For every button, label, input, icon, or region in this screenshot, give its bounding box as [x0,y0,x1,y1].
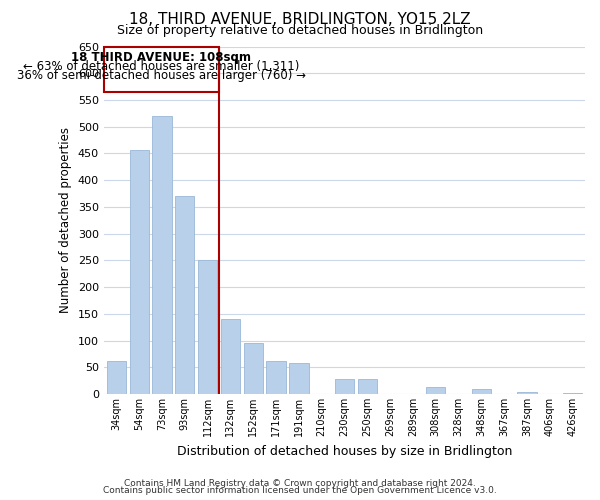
Bar [289,363,308,394]
Text: 18, THIRD AVENUE, BRIDLINGTON, YO15 2LZ: 18, THIRD AVENUE, BRIDLINGTON, YO15 2LZ [129,12,471,28]
Text: 18 THIRD AVENUE: 108sqm: 18 THIRD AVENUE: 108sqm [71,52,251,64]
Text: ← 63% of detached houses are smaller (1,311): ← 63% of detached houses are smaller (1,… [23,60,299,74]
Bar [335,379,354,394]
Bar [244,343,263,394]
Bar [104,46,219,92]
Y-axis label: Number of detached properties: Number of detached properties [59,128,73,314]
Bar [221,318,240,394]
Bar [175,196,194,394]
Text: Size of property relative to detached houses in Bridlington: Size of property relative to detached ho… [117,24,483,37]
Bar [266,361,286,394]
Bar [107,361,126,394]
X-axis label: Distribution of detached houses by size in Bridlington: Distribution of detached houses by size … [177,444,512,458]
Bar [130,150,149,394]
Bar [472,388,491,394]
Text: Contains public sector information licensed under the Open Government Licence v3: Contains public sector information licen… [103,486,497,495]
Bar [358,379,377,394]
Text: Contains HM Land Registry data © Crown copyright and database right 2024.: Contains HM Land Registry data © Crown c… [124,478,476,488]
Bar [152,116,172,394]
Bar [517,392,536,394]
Bar [426,387,445,394]
Bar [563,393,582,394]
Text: 36% of semi-detached houses are larger (760) →: 36% of semi-detached houses are larger (… [17,70,306,82]
Bar [198,260,217,394]
